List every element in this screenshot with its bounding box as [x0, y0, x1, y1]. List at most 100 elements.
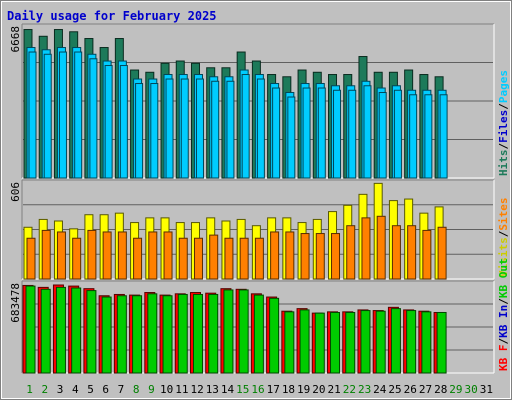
panel-hits-files-pages: 6668 Hits/Files/Pages — [9, 23, 510, 179]
bar-pages — [180, 78, 189, 179]
bar-sites — [178, 237, 188, 280]
bar-pages — [287, 96, 296, 179]
bar-pages — [378, 92, 387, 179]
bar-kb-out — [345, 311, 356, 374]
bar-sites — [148, 231, 158, 280]
bar-kb-out — [25, 285, 36, 374]
x-tick-label: 3 — [57, 383, 64, 396]
x-tick-label: 8 — [133, 383, 140, 396]
bar-sites — [254, 237, 264, 280]
x-tick-label: 10 — [160, 383, 173, 396]
bar-kb-out — [208, 293, 219, 374]
legend-item: / — [497, 230, 510, 237]
x-tick-label: 5 — [87, 383, 94, 396]
x-tick-label: 2 — [42, 383, 49, 396]
bar-sites — [193, 237, 203, 280]
bar-kb-out — [40, 288, 51, 374]
bar-sites — [285, 231, 295, 280]
legend: KB F/KB In/KB Out — [497, 258, 510, 371]
bar-sites — [300, 233, 310, 280]
bar-kb-out — [55, 286, 66, 374]
bar-pages — [424, 94, 433, 179]
bar-pages — [58, 51, 67, 179]
bar-pages — [74, 51, 83, 179]
bar-pages — [119, 65, 128, 179]
bar-kb-out — [177, 293, 188, 374]
bar-pages — [211, 80, 220, 179]
bar-kb-out — [375, 310, 386, 374]
legend-item: KB F — [497, 345, 510, 372]
x-tick-label: 28 — [434, 383, 447, 396]
x-tick-label: 11 — [175, 383, 188, 396]
legend: Hits/Files/Pages — [497, 70, 510, 176]
bar-kb-out — [162, 295, 173, 374]
bar-pages — [302, 87, 311, 179]
bar-pages — [256, 78, 265, 179]
bar-sites — [102, 231, 112, 280]
bar-pages — [348, 89, 357, 179]
legend: Visits/Sites — [497, 198, 510, 278]
bar-kb-out — [101, 296, 112, 374]
x-tick-label: 19 — [297, 383, 310, 396]
x-tick-label: 12 — [190, 383, 203, 396]
x-tick-label: 29 — [449, 383, 462, 396]
legend-item: KB In — [497, 305, 510, 338]
bar-pages — [165, 78, 174, 179]
bar-kb-out — [269, 297, 280, 374]
x-tick-label: 24 — [373, 383, 387, 396]
bar-kb-out — [330, 311, 341, 374]
bar-pages — [333, 89, 342, 179]
y-max-label: 606 — [9, 182, 22, 202]
bar-kb-out — [223, 289, 234, 374]
legend-item: Sites — [497, 198, 510, 231]
bar-kb-out — [299, 309, 310, 374]
x-tick-label: 30 — [465, 383, 478, 396]
y-max-label: 6668 — [9, 26, 22, 53]
x-tick-label: 22 — [343, 383, 356, 396]
x-tick-label: 20 — [312, 383, 325, 396]
bar-sites — [87, 229, 97, 280]
x-tick-label: 21 — [328, 383, 341, 396]
legend-item: KB Out — [497, 258, 510, 298]
bar-sites — [270, 231, 280, 280]
panel-visits-sites: 606 Visits/Sites — [9, 179, 510, 280]
bar-pages — [393, 89, 402, 179]
x-tick-label: 27 — [419, 383, 432, 396]
x-tick-label: 31 — [480, 383, 493, 396]
bar-sites — [72, 237, 82, 280]
bar-sites — [56, 231, 66, 280]
bar-sites — [239, 237, 249, 280]
bar-pages — [226, 80, 235, 179]
bar-kb-out — [406, 310, 417, 374]
bar-sites — [224, 237, 234, 280]
bar-pages — [439, 94, 448, 179]
bar-kb-out — [238, 289, 249, 374]
bar-kb-out — [132, 295, 143, 374]
x-tick-label: 6 — [102, 383, 109, 396]
bar-kb-out — [314, 312, 325, 374]
bar-pages — [104, 65, 113, 179]
legend-item: Visits — [497, 237, 510, 277]
bar-kb-out — [86, 290, 97, 374]
bar-kb-out — [284, 311, 295, 374]
bar-pages — [150, 83, 159, 179]
bar-pages — [89, 58, 98, 179]
bar-sites — [26, 237, 36, 280]
bar-kb-out — [253, 294, 264, 374]
bar-sites — [422, 229, 432, 280]
x-tick-label: 14 — [221, 383, 235, 396]
bar-pages — [363, 85, 372, 179]
x-tick-label: 16 — [251, 383, 264, 396]
x-tick-label: 23 — [358, 383, 371, 396]
x-tick-label: 4 — [72, 383, 79, 396]
bar-kb-out — [436, 311, 447, 374]
legend-item: / — [497, 338, 510, 345]
bar-pages — [317, 87, 326, 179]
bar-kb-out — [147, 293, 158, 374]
x-tick-label: 17 — [267, 383, 280, 396]
x-axis-labels: 1 2 3 4 5 6 7 8 9 10 11 12 13 14 15 16 17 18 19 20 21 22 23 24 2… — [26, 383, 493, 396]
legend-item: / — [497, 103, 510, 110]
